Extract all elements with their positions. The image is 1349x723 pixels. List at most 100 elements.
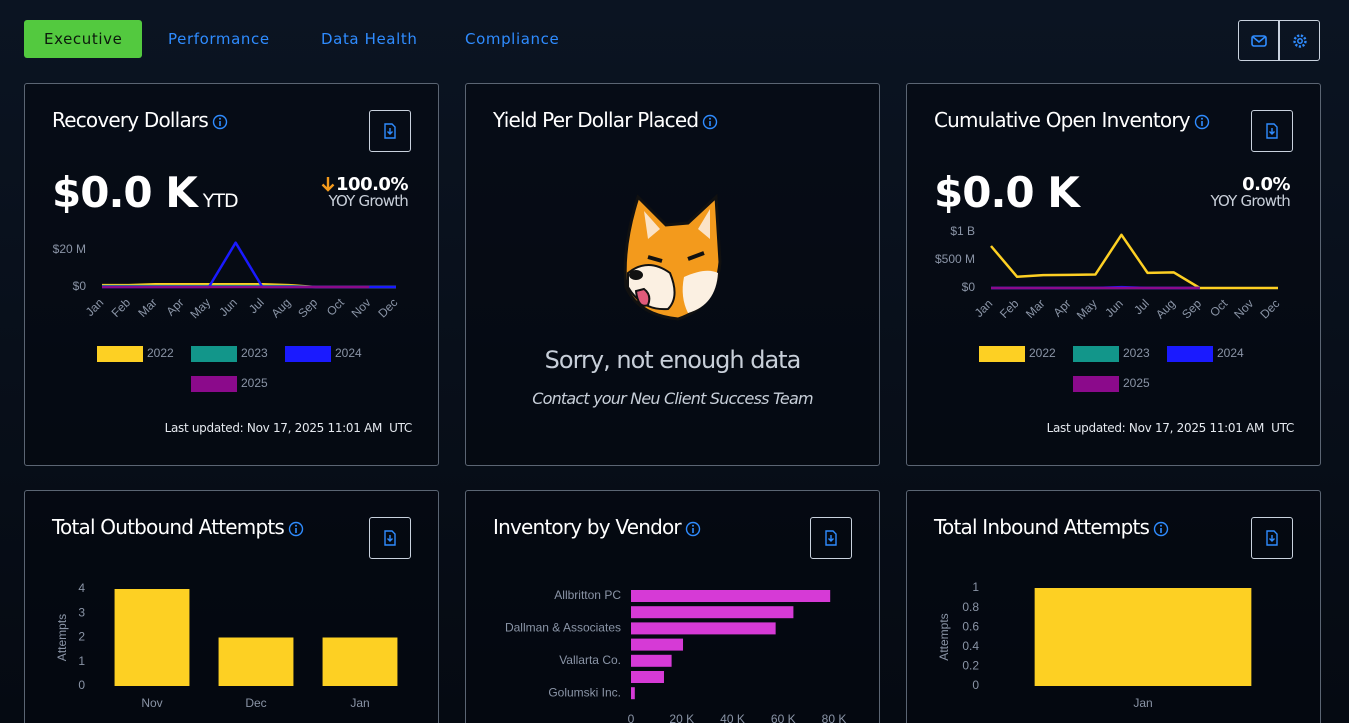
last-updated: Last updated: Nov 17, 2025 11:01 AM UTC [164,421,413,435]
download-icon [1266,530,1278,546]
card: Yield Per Dollar Placed Sorry, not enoug… [465,83,880,466]
title-text: Cumulative Open Inventory [934,108,1191,132]
legend-swatch [191,346,237,362]
info-icon[interactable] [212,114,228,130]
mail-button[interactable] [1238,20,1279,61]
y-tick-label: 1 [972,580,979,594]
bar [631,606,794,619]
x-tick-label: 80 K [822,712,847,723]
x-tick-label: Aug [268,295,293,320]
legend-swatch [1073,376,1119,392]
x-tick-label: Oct [1207,296,1231,320]
y-axis-label: Attempts [937,613,951,660]
bar [631,687,635,700]
x-tick-label: Feb [997,296,1022,321]
info-icon[interactable] [1194,114,1210,130]
settings-button[interactable] [1279,20,1320,61]
last-updated: Last updated: Nov 17, 2025 11:01 AM UTC [1046,421,1295,435]
mail-icon [1250,34,1267,47]
series-line [102,241,396,289]
legend-label: 2024 [1217,346,1244,360]
x-tick-label: Nov [1231,296,1256,321]
y-tick-label: 4 [78,581,85,595]
x-tick-label: Sep [295,295,320,320]
nav-tab[interactable]: Data Health [321,30,418,48]
download-icon [825,530,837,546]
x-tick-label: Jul [1131,296,1152,317]
x-tick-label: 20 K [669,712,694,723]
mascot [623,193,722,321]
bar [218,637,294,686]
card: Recovery Dollars $0.0 K YTD 100.0% YOY Gro… [24,83,439,466]
bar [631,671,664,683]
bar [631,622,776,635]
bar [631,654,672,667]
kpi-change: 100.0% YOY Growth [320,174,409,210]
y-tick-label: 0.6 [962,619,979,633]
card-title: Cumulative Open Inventory [934,108,1210,132]
gear-icon [1292,33,1307,48]
x-tick-label: Apr [163,295,186,318]
y-tick-label: $0 [962,280,976,294]
bar [322,637,398,686]
x-tick-label: May [187,295,213,321]
legend-swatch [1167,346,1213,362]
info-icon[interactable] [685,521,701,537]
info-icon[interactable] [1153,521,1169,537]
y-tick-label: 0.4 [962,639,979,653]
y-tick-label: Vallarta Co. [559,653,621,667]
nav-tab[interactable]: Compliance [465,30,560,48]
bar-chart: 0 20 K 40 K 60 K 80 K Allbritton PC Dallman & … [505,588,847,723]
download-button[interactable] [369,517,411,559]
y-tick-label: 0.2 [962,659,979,673]
y-tick-label: 0 [78,678,85,692]
download-icon [1266,123,1278,139]
legend-label: 2025 [241,376,268,390]
card: Total Inbound Attempts 0 0.2 0.4 0.6 0.8 1 Att… [906,490,1321,723]
bar [114,589,190,686]
download-button[interactable] [810,517,852,559]
legend-swatch [979,346,1025,362]
legend-swatch [285,346,331,362]
x-tick-label: 0 [628,712,635,723]
x-tick-label: Jan [972,296,996,320]
y-axis-label: Attempts [55,614,69,661]
x-tick-label: Apr [1051,296,1074,319]
download-button[interactable] [1251,517,1293,559]
y-tick-label: 0 [972,678,979,692]
y-tick-label: Dallman & Associates [505,621,621,635]
x-tick-label: Nov [349,295,374,320]
bar [1034,588,1252,686]
empty-message: Sorry, not enough data [544,346,802,374]
title-text: Inventory by Vendor [493,515,682,539]
x-tick-label: Dec [1257,296,1282,321]
value-suffix: YTD [202,190,239,212]
nav-tab[interactable]: Executive [24,20,143,58]
x-tick-label: Sep [1179,296,1204,321]
card-title: Total Inbound Attempts [934,515,1169,539]
download-button[interactable] [1251,110,1293,152]
kpi-value: $0.0 K YTD [52,168,239,217]
x-tick-label: Jul [246,295,267,316]
info-icon[interactable] [702,114,718,130]
value-text: $0.0 K [52,168,198,217]
info-icon[interactable] [288,521,304,537]
bar-chart: 0 1 2 3 4 Attempts Nov Dec Jan [55,581,398,710]
x-tick-label: Oct [324,295,348,319]
download-icon [384,530,396,546]
title-text: Recovery Dollars [52,108,209,132]
title-text: Yield Per Dollar Placed [493,108,699,132]
x-tick-label: May [1074,296,1100,322]
kpi-change: 0.0% YOY Growth [1210,174,1290,210]
download-button[interactable] [369,110,411,152]
legend-label: 2023 [1123,346,1150,360]
legend-swatch [191,376,237,392]
y-tick-label: 3 [78,605,85,619]
card-title: Yield Per Dollar Placed [493,108,718,132]
y-tick-label: $0 [73,279,87,293]
legend-swatch [1073,346,1119,362]
nav-tab[interactable]: Performance [168,30,270,48]
bar [631,638,684,651]
x-tick-label: 40 K [720,712,745,723]
y-tick-label: 0.8 [962,600,979,614]
